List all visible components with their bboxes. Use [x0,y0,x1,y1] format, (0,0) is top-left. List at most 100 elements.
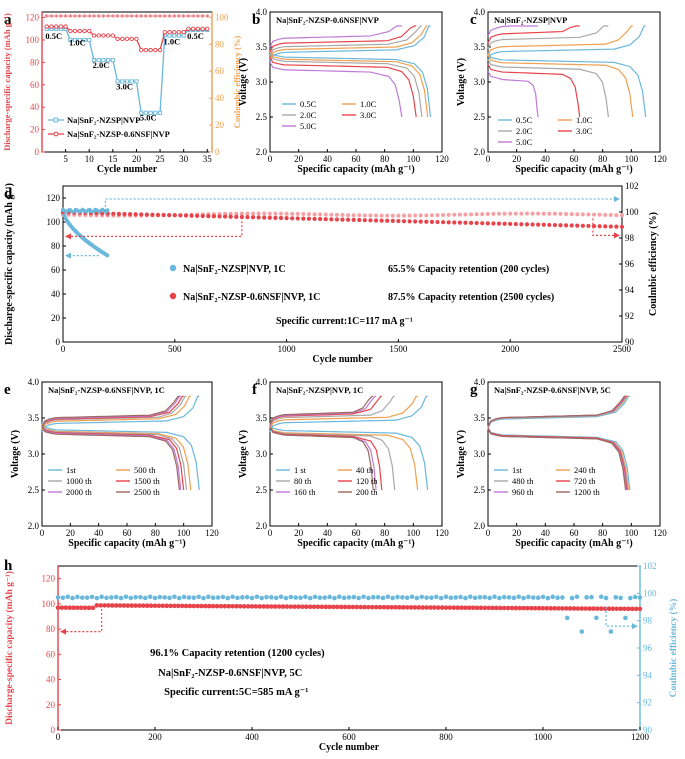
panel-c-discharge-curve [487,64,581,118]
panel-b-xtick-label: 120 [435,154,449,164]
panel-c-ytick-label: 2.5 [474,112,486,122]
panel-d-red-ce-point [351,213,356,218]
panel-h-y2tick-label: 102 [643,561,657,571]
panel-h-cap-point [129,603,135,608]
panel-a-point [73,37,78,43]
panel-d-red-cap-point [133,212,138,217]
panel-a-point [110,58,115,63]
panel-a-rate-label: 3.0C [116,81,133,91]
panel-g-xtick-label: 40 [541,528,551,538]
panel-h-ce-point [244,594,250,600]
panel-a-ytick-label: 60 [30,80,40,90]
panel-h-cap-point [86,605,92,611]
panel-a-xtick-label: 5 [63,154,68,164]
panel-g-legend-label: 1200 th [574,487,600,497]
panel-d-ytick-label: 100 [47,217,61,227]
panel-d-red-ce-point [340,212,345,217]
panel-e-ytick-label: 4.0 [28,377,40,387]
panel-h-ce-point [385,594,391,600]
panel-h-ce-point [438,595,444,601]
panel-h-ce-point [327,594,332,600]
panel-d-red-cap-point [474,220,479,226]
panel-h-ce-point [598,594,604,600]
panel-h-ce-point [269,595,274,600]
panel-e-charge-curve [41,395,184,429]
panel-h-cap-point [439,605,445,610]
panel-h-cap-point [160,603,166,609]
panel-d-red-ce-point [362,213,367,218]
panel-f-legend-label: 120 th [356,476,378,486]
panel-h-cap-arrow [64,608,103,633]
panel-a-point [129,36,134,42]
panel-h-ce-point [288,594,294,600]
panel-d-red-cap-point [373,218,379,223]
panel-a-ytick-label: 80 [30,57,40,67]
panel-d-red-ce-point [407,213,412,218]
panel-a-point [87,28,92,34]
panel-a-y2tick-label: 20 [215,120,225,130]
panel-c-xtick-label: 80 [598,154,608,164]
panel-h-ce-point [375,594,381,600]
panel-g-charge-curve [487,395,626,427]
panel-a-point [129,79,134,84]
panel-d-xtick-label: 1000 [278,344,297,354]
panel-a-point [139,47,144,53]
panel-h-cap-point [63,605,69,610]
panel-h-cap-point [102,603,107,608]
panel-h-ce-point [472,595,478,601]
panel-d-red-cap-point [396,218,401,224]
panel-h-cap-point [311,604,317,610]
panel-d-red-ce-point [452,212,457,217]
panel-a-ce-point: * [139,13,144,24]
panel-b-title: Na|SnF₂-NZSP-0.6NSF|NVP [276,15,379,25]
panel-c-xtick-label: 60 [570,154,580,164]
panel-e-xtick-label: 20 [66,528,76,538]
panel-d-red-cap-point [491,221,496,226]
panel-d-red-cap-point [340,217,345,222]
panel-c-xlabel: Specific capacity (mAh g⁻¹) [515,164,632,175]
panel-d-red-cap-point [513,221,518,227]
panel-a-point [134,36,139,42]
panel-h-ce-point [390,595,395,601]
panel-b-charge-curve [269,25,428,59]
panel-h-cap-point [110,603,115,608]
panel-b-charge-curve [269,25,431,62]
panel-h-cap-point [501,605,507,611]
panel-h-cap-point [529,605,534,611]
panel-c-ylabel: Voltage (V) [456,58,467,106]
panel-h-cap-point [366,604,371,610]
panel-h-cap-point [335,604,340,610]
panel-d-red-cap-point [524,222,530,227]
panel-d-red-ce-point [564,211,569,216]
panel-a-ce-point: * [115,13,120,24]
panel-h-ytick-label: 60 [46,649,56,659]
panel-h-ce-point [584,595,589,600]
panel-h-y2tick-label: 96 [643,643,653,653]
panel-d-red-cap-point [463,220,468,225]
panel-h-cap-point [172,603,177,609]
panel-b-ytick-label: 2.5 [256,112,268,122]
panel-h-cap-point [319,604,325,610]
panel-h-cap-point [222,603,228,609]
panel-a-xtick-label: 25 [156,154,166,164]
panel-h-cap-point [265,604,270,609]
panel-h-cap-point [207,603,212,609]
panel-h-cap-point [598,606,604,611]
panel-g-legend-label: 720 th [574,476,596,486]
panel-c-ytick-label: 3.5 [474,42,486,52]
panel-d-red-cap-point [418,219,423,224]
panel-d-red-ce-point [474,212,479,217]
panel-h-cap-point [494,605,499,611]
panel-a-ce-point: * [134,13,139,24]
panel-d-red-cap-point [435,219,440,225]
panel-h-ce-point [99,594,104,600]
panel-d-red-ce-point [418,213,423,218]
panel-a-point [96,33,101,38]
panel-h-cap-point [369,604,375,610]
panel-f-xtick-label: 60 [352,528,362,538]
panel-b-legend-label: 2.0C [300,110,317,120]
panel-c-charge-curve [487,25,580,44]
panel-d-red-cap-point [552,222,558,228]
panel-b-ytick-label: 3.0 [256,77,268,87]
panel-e-charge-curve [41,395,187,430]
